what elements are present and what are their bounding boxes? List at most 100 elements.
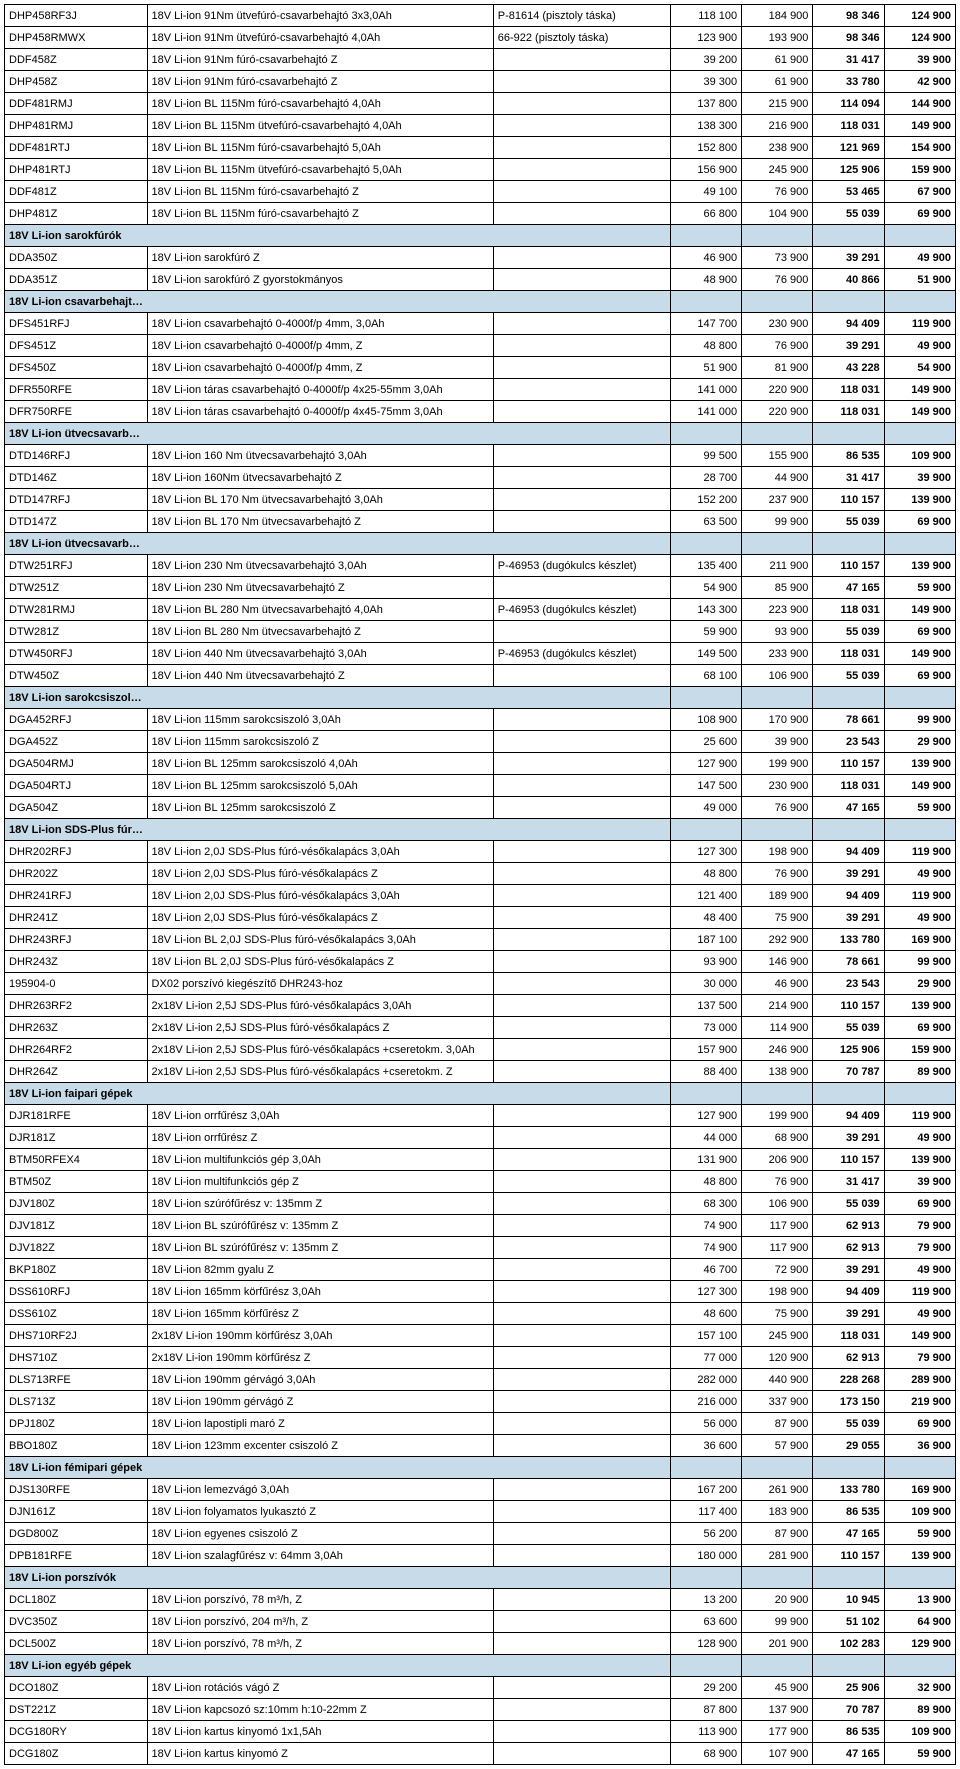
cell-col4: 45 900 bbox=[742, 1677, 813, 1699]
cell-col6: 109 900 bbox=[884, 1721, 955, 1743]
cell-col4: 138 900 bbox=[742, 1061, 813, 1083]
cell-col2 bbox=[493, 1501, 670, 1523]
cell-col3: 131 900 bbox=[670, 1149, 741, 1171]
cell-col0: DTD146Z bbox=[5, 467, 148, 489]
table-row: DPJ180Z18V Li-ion lapostipli maró Z56 00… bbox=[5, 1413, 956, 1435]
cell-col1 bbox=[147, 1083, 493, 1105]
cell-col4: 201 900 bbox=[742, 1633, 813, 1655]
cell-col3: 108 900 bbox=[670, 709, 741, 731]
cell-col3: 48 800 bbox=[670, 335, 741, 357]
cell-col5: 10 945 bbox=[813, 1589, 884, 1611]
table-row: DCG180RY18V Li-ion kartus kinyomó 1x1,5A… bbox=[5, 1721, 956, 1743]
cell-col0: DGA504RMJ bbox=[5, 753, 148, 775]
cell-col2: P-46953 (dugókulcs készlet) bbox=[493, 599, 670, 621]
cell-col1 bbox=[147, 533, 493, 555]
cell-col5: 118 031 bbox=[813, 643, 884, 665]
cell-col6: 139 900 bbox=[884, 1149, 955, 1171]
cell-col2 bbox=[493, 71, 670, 93]
cell-col4: 117 900 bbox=[742, 1237, 813, 1259]
table-row: DTW281RMJ18V Li-ion BL 280 Nm ütvecsavar… bbox=[5, 599, 956, 621]
cell-col5: 39 291 bbox=[813, 863, 884, 885]
cell-col5: 78 661 bbox=[813, 951, 884, 973]
table-row: DCO180Z18V Li-ion rotációs vágó Z29 2004… bbox=[5, 1677, 956, 1699]
table-row: DHR263RF22x18V Li-ion 2,5J SDS-Plus fúró… bbox=[5, 995, 956, 1017]
cell-col6: 36 900 bbox=[884, 1435, 955, 1457]
cell-col4: 237 900 bbox=[742, 489, 813, 511]
cell-col4: 87 900 bbox=[742, 1413, 813, 1435]
cell-col1: 2x18V Li-ion 190mm körfűrész Z bbox=[147, 1347, 493, 1369]
table-row: DTW251RFJ18V Li-ion 230 Nm ütvecsavarbeh… bbox=[5, 555, 956, 577]
cell-col2 bbox=[493, 1457, 670, 1479]
cell-col6 bbox=[884, 1567, 955, 1589]
cell-col0: DDA351Z bbox=[5, 269, 148, 291]
cell-col0: DTW450Z bbox=[5, 665, 148, 687]
cell-col4 bbox=[742, 423, 813, 445]
cell-col1: 18V Li-ion BL 125mm sarokcsiszoló Z bbox=[147, 797, 493, 819]
table-row: DHP481RTJ18V Li-ion BL 115Nm ütvefúró-cs… bbox=[5, 159, 956, 181]
cell-col0: DHR263Z bbox=[5, 1017, 148, 1039]
cell-col1: 18V Li-ion BL 170 Nm ütvecsavarbehajtó Z bbox=[147, 511, 493, 533]
cell-col6: 139 900 bbox=[884, 995, 955, 1017]
cell-col0: DHR264Z bbox=[5, 1061, 148, 1083]
cell-col5: 110 157 bbox=[813, 753, 884, 775]
cell-col4: 61 900 bbox=[742, 49, 813, 71]
table-row: DJR181RFE18V Li-ion orrfűrész 3,0Ah127 9… bbox=[5, 1105, 956, 1127]
table-row: DHR264RF22x18V Li-ion 2,5J SDS-Plus fúró… bbox=[5, 1039, 956, 1061]
cell-col6: 89 900 bbox=[884, 1061, 955, 1083]
cell-col6: 139 900 bbox=[884, 555, 955, 577]
cell-col5: 51 102 bbox=[813, 1611, 884, 1633]
cell-col0: DGA504RTJ bbox=[5, 775, 148, 797]
cell-col2 bbox=[493, 247, 670, 269]
cell-col3: 138 300 bbox=[670, 115, 741, 137]
cell-col3: 216 000 bbox=[670, 1391, 741, 1413]
cell-col2 bbox=[493, 929, 670, 951]
cell-col1: 18V Li-ion 165mm körfűrész 3,0Ah bbox=[147, 1281, 493, 1303]
cell-col6: 139 900 bbox=[884, 753, 955, 775]
cell-col0: 18V Li-ion ütvecsavarbehajtók 1/4" bbox=[5, 423, 148, 445]
cell-col3: 13 200 bbox=[670, 1589, 741, 1611]
cell-col0: DHP481RMJ bbox=[5, 115, 148, 137]
cell-col4 bbox=[742, 687, 813, 709]
cell-col6: 69 900 bbox=[884, 1413, 955, 1435]
cell-col0: DHP458RF3J bbox=[5, 5, 148, 27]
cell-col3: 187 100 bbox=[670, 929, 741, 951]
cell-col1: 18V Li-ion 91Nm fúró-csavarbehajtó Z bbox=[147, 49, 493, 71]
cell-col1: 18V Li-ion BL 115Nm ütvefúró-csavarbehaj… bbox=[147, 115, 493, 137]
cell-col0: DCO180Z bbox=[5, 1677, 148, 1699]
cell-col3: 56 200 bbox=[670, 1523, 741, 1545]
cell-col4: 177 900 bbox=[742, 1721, 813, 1743]
cell-col6: 51 900 bbox=[884, 269, 955, 291]
cell-col1 bbox=[147, 423, 493, 445]
table-row: DFS450Z18V Li-ion csavarbehajtó 0-4000f/… bbox=[5, 357, 956, 379]
cell-col3: 48 400 bbox=[670, 907, 741, 929]
cell-col6: 219 900 bbox=[884, 1391, 955, 1413]
cell-col6: 149 900 bbox=[884, 775, 955, 797]
cell-col2 bbox=[493, 49, 670, 71]
cell-col6: 39 900 bbox=[884, 1171, 955, 1193]
cell-col0: DFR550RFE bbox=[5, 379, 148, 401]
cell-col3 bbox=[670, 423, 741, 445]
cell-col0: DTW281Z bbox=[5, 621, 148, 643]
cell-col6: 69 900 bbox=[884, 1017, 955, 1039]
cell-col1: 18V Li-ion 160 Nm ütvecsavarbehajtó 3,0A… bbox=[147, 445, 493, 467]
cell-col1: 18V Li-ion csavarbehajtó 0-4000f/p 4mm, … bbox=[147, 335, 493, 357]
cell-col4: 87 900 bbox=[742, 1523, 813, 1545]
table-row: DLS713Z18V Li-ion 190mm gérvágó Z216 000… bbox=[5, 1391, 956, 1413]
cell-col2 bbox=[493, 885, 670, 907]
cell-col2 bbox=[493, 1369, 670, 1391]
cell-col5: 94 409 bbox=[813, 841, 884, 863]
cell-col3: 127 900 bbox=[670, 753, 741, 775]
cell-col6: 79 900 bbox=[884, 1347, 955, 1369]
cell-col3: 68 300 bbox=[670, 1193, 741, 1215]
cell-col2 bbox=[493, 1699, 670, 1721]
table-row: DHR202RFJ18V Li-ion 2,0J SDS-Plus fúró-v… bbox=[5, 841, 956, 863]
cell-col0: 18V Li-ion porszívók bbox=[5, 1567, 148, 1589]
cell-col0: 18V Li-ion ütvecsavarbehajtók 1/2" bbox=[5, 533, 148, 555]
cell-col2 bbox=[493, 1083, 670, 1105]
cell-col6: 119 900 bbox=[884, 1105, 955, 1127]
table-row: DVC350Z18V Li-ion porszívó, 204 m³/h, Z6… bbox=[5, 1611, 956, 1633]
cell-col5: 62 913 bbox=[813, 1347, 884, 1369]
table-row: DFS451Z18V Li-ion csavarbehajtó 0-4000f/… bbox=[5, 335, 956, 357]
cell-col3: 127 300 bbox=[670, 841, 741, 863]
cell-col0: DJS130RFE bbox=[5, 1479, 148, 1501]
